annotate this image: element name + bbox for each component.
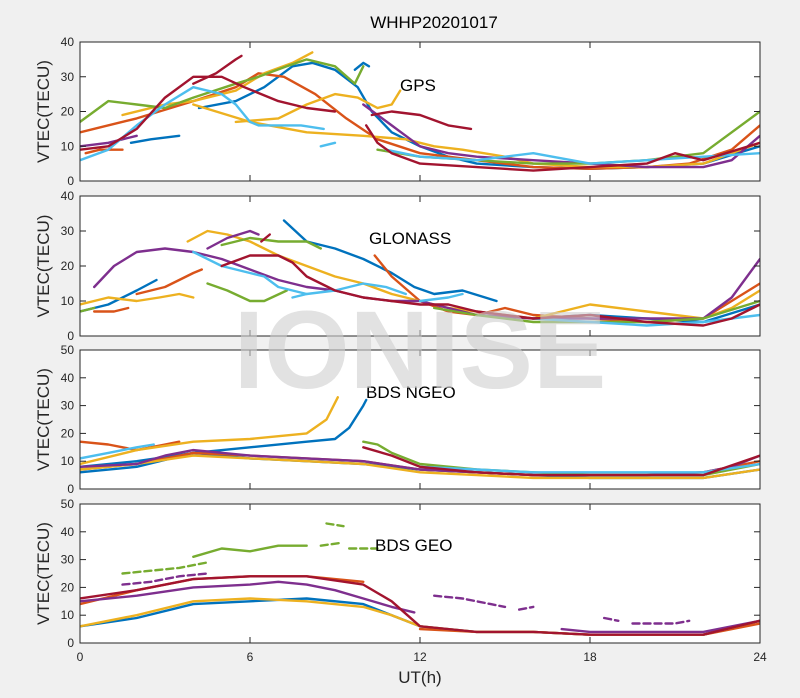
- series-line-2: [129, 134, 181, 145]
- y-tick-label: 50: [61, 497, 75, 511]
- panel-annotation: BDS GEO: [375, 536, 452, 555]
- x-tick-label: 6: [247, 650, 254, 664]
- y-tick-label: 30: [61, 553, 75, 567]
- panels: 0 10 20 30 40 VTEC(TECU) GPS 0 10 20 30 40 VTEC(TECU…: [34, 35, 767, 664]
- series-line-6: [234, 89, 402, 124]
- series-line-15: [291, 292, 308, 299]
- series-line-4: [80, 396, 339, 466]
- series-line-11: [206, 282, 288, 303]
- panel-3: 0 10 20 30 40 50 VTEC(TECU) BDS NGEO: [34, 343, 761, 496]
- y-tick-label: 30: [61, 70, 75, 84]
- y-axis-label: VTEC(TECU): [34, 60, 53, 163]
- series-line-1: [282, 219, 498, 303]
- dashed-series-line-8: [631, 619, 691, 625]
- series-line-5: [80, 454, 760, 480]
- y-tick-label: 30: [61, 399, 75, 413]
- series-line-1: [353, 61, 371, 72]
- y-tick-label: 10: [61, 608, 75, 622]
- panel-annotation: GPS: [400, 76, 436, 95]
- y-tick-label: 10: [61, 294, 75, 308]
- x-tick-label: 0: [77, 650, 84, 664]
- series-line-18: [220, 254, 760, 327]
- series-line-5: [560, 619, 760, 634]
- y-tick-label: 20: [61, 259, 75, 273]
- panel-4: 0 6 12 18 24 0 10 20 30 40 50 VTEC(TECU) BDS GEO: [34, 497, 767, 664]
- series-line-4: [80, 580, 416, 614]
- y-tick-label: 0: [67, 329, 74, 343]
- dashed-series-line-3: [325, 522, 345, 528]
- series-line-8: [80, 443, 155, 460]
- y-tick-label: 20: [61, 105, 75, 119]
- plot-area: [80, 504, 760, 643]
- dashed-series-line-5: [433, 594, 507, 609]
- y-tick-label: 0: [67, 636, 74, 650]
- x-tick-label: 18: [583, 650, 597, 664]
- x-axis-label: UT(h): [398, 668, 441, 687]
- y-tick-label: 40: [61, 35, 75, 49]
- panel-annotation: GLONASS: [369, 229, 451, 248]
- x-tick-label: 12: [413, 650, 427, 664]
- watermark: IONISE: [234, 289, 607, 412]
- y-axis-label: VTEC(TECU): [34, 368, 53, 471]
- series-line-7: [80, 575, 760, 636]
- series-line-16: [418, 292, 464, 303]
- y-tick-label: 20: [61, 580, 75, 594]
- series-group: [80, 522, 760, 636]
- series-line-10: [80, 58, 365, 124]
- y-tick-label: 0: [67, 174, 74, 188]
- series-group: [80, 396, 760, 480]
- dashed-series-line-0: [121, 561, 209, 575]
- dashed-series-line-6: [518, 605, 535, 611]
- dashed-series-line-1: [319, 541, 342, 547]
- y-tick-label: 40: [61, 189, 75, 203]
- series-line-9: [418, 462, 760, 474]
- y-tick-label: 10: [61, 454, 75, 468]
- series-line-4: [84, 148, 124, 155]
- panel-1: 0 10 20 30 40 VTEC(TECU) GPS: [34, 35, 761, 188]
- series-line-12: [220, 236, 322, 250]
- dashed-series-line-7: [603, 616, 620, 622]
- series-line-18: [365, 124, 760, 172]
- y-tick-label: 20: [61, 426, 75, 440]
- y-axis-label: VTEC(TECU): [34, 522, 53, 625]
- series-line-9: [362, 103, 760, 169]
- series-line-9: [206, 229, 260, 250]
- panel-annotation: BDS NGEO: [366, 383, 456, 402]
- y-tick-label: 0: [67, 482, 74, 496]
- dashed-series-line-4: [121, 572, 209, 586]
- series-line-17: [370, 110, 473, 131]
- series-line-6: [80, 292, 195, 306]
- y-tick-label: 50: [61, 343, 75, 357]
- series-line-4: [135, 268, 204, 296]
- series-line-16: [192, 54, 243, 85]
- series-line-7: [186, 229, 760, 320]
- series-line-13: [319, 141, 337, 148]
- series-line-6: [192, 544, 308, 558]
- series-group: [80, 219, 760, 327]
- y-tick-label: 30: [61, 224, 75, 238]
- series-line-10: [362, 446, 760, 477]
- y-axis-label: VTEC(TECU): [34, 215, 53, 318]
- series-line-14: [192, 250, 407, 296]
- y-tick-label: 10: [61, 139, 75, 153]
- y-tick-label: 40: [61, 371, 75, 385]
- series-line-3: [92, 306, 130, 313]
- series-group: [80, 51, 760, 172]
- panel-2: 0 10 20 30 40 VTEC(TECU) GLONASS: [34, 189, 761, 343]
- series-line-10: [80, 306, 96, 313]
- x-tick-label: 24: [753, 650, 767, 664]
- figure-title: WHHP20201017: [370, 13, 498, 32]
- series-line-19: [260, 233, 271, 243]
- y-tick-label: 40: [61, 525, 75, 539]
